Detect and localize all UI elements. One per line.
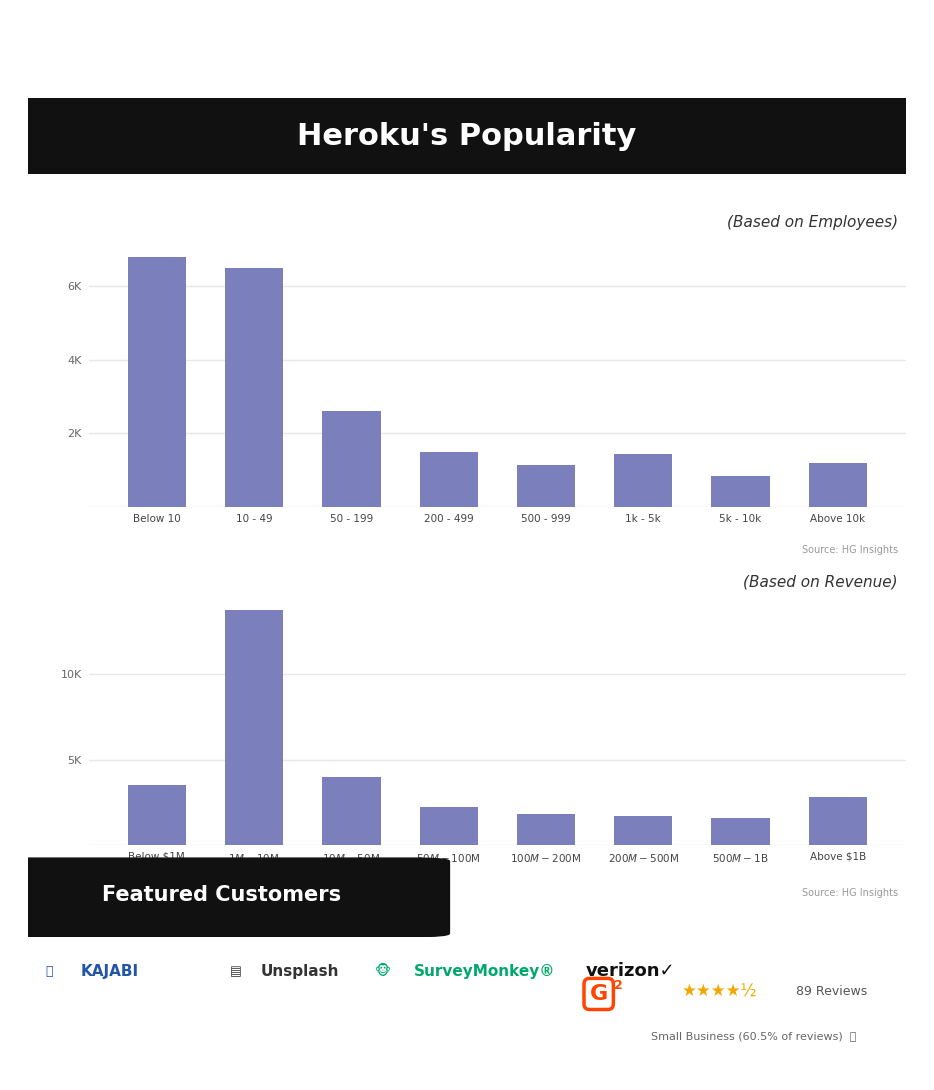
- Bar: [225, 609, 283, 845]
- Text: ⬛: ⬛: [46, 965, 53, 978]
- Text: Unsplash: Unsplash: [261, 964, 339, 979]
- Text: Featured Customers: Featured Customers: [102, 885, 341, 905]
- Bar: [419, 808, 478, 845]
- Bar: [419, 451, 478, 507]
- Bar: [128, 256, 186, 507]
- Text: Source: HG Insights: Source: HG Insights: [801, 545, 898, 555]
- Text: Source: HG Insights: Source: HG Insights: [801, 888, 898, 898]
- Bar: [809, 462, 867, 507]
- Text: 🐵: 🐵: [375, 965, 390, 979]
- Bar: [517, 814, 575, 845]
- Bar: [712, 818, 770, 845]
- Text: 2: 2: [615, 979, 623, 992]
- Bar: [128, 785, 186, 845]
- Text: (Based on Revenue): (Based on Revenue): [743, 576, 898, 590]
- Text: G: G: [589, 984, 608, 1004]
- Text: SurveyMonkey®: SurveyMonkey®: [415, 964, 556, 979]
- Text: Small Business (60.5% of reviews)  ⓘ: Small Business (60.5% of reviews) ⓘ: [651, 1031, 856, 1041]
- FancyBboxPatch shape: [0, 94, 934, 178]
- Bar: [322, 411, 381, 507]
- Text: (Based on Employees): (Based on Employees): [727, 216, 898, 230]
- Bar: [615, 815, 672, 845]
- Text: Heroku's Popularity: Heroku's Popularity: [297, 122, 637, 150]
- Bar: [615, 453, 672, 507]
- Text: KAJABI: KAJABI: [80, 964, 139, 979]
- Bar: [517, 464, 575, 507]
- Bar: [712, 475, 770, 507]
- Bar: [809, 797, 867, 845]
- Text: ▤: ▤: [230, 965, 242, 978]
- Text: 89 Reviews: 89 Reviews: [796, 985, 868, 998]
- Text: ★★★★½: ★★★★½: [682, 982, 757, 1001]
- Bar: [225, 268, 283, 507]
- FancyBboxPatch shape: [0, 858, 449, 936]
- Bar: [322, 776, 381, 845]
- Text: verizon✓: verizon✓: [586, 962, 675, 980]
